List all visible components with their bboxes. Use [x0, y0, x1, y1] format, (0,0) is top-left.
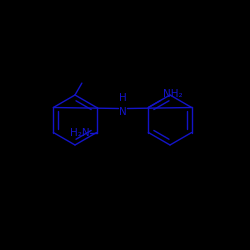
- Text: H: H: [119, 93, 126, 103]
- Text: NH₂: NH₂: [163, 90, 182, 99]
- Text: N: N: [119, 107, 126, 117]
- Text: H₂N: H₂N: [70, 128, 90, 138]
